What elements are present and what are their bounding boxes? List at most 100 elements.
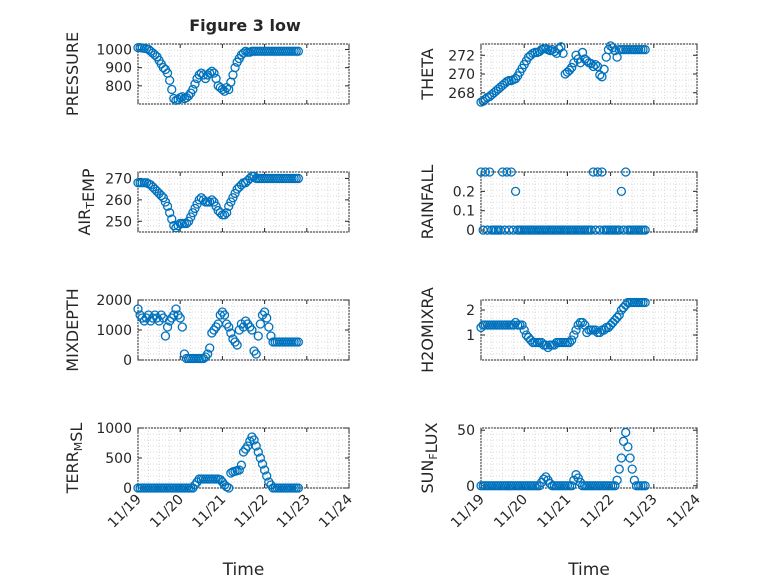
data-point [588,61,598,72]
data-point [188,84,198,95]
data-point [564,337,575,348]
data-point [599,64,609,74]
data-point [162,322,173,332]
chart-panel-3: 0 0.1 0.2 RAINFALL [418,165,698,240]
data-point [224,483,234,493]
y-tick-label: 1 [466,328,475,344]
data-point [610,481,620,491]
data-point [205,68,215,78]
y-tick-label: 0 [466,479,475,495]
data-point [262,471,272,481]
data-point [502,167,512,177]
data-point [209,68,219,78]
y-tick-label: 2 [466,303,475,319]
data-point [517,320,527,330]
data-point [186,212,196,222]
data-point [162,201,173,211]
data-point [253,331,263,341]
data-point [194,195,204,205]
data-point [506,167,516,177]
data-point [221,208,232,218]
data-point [264,322,274,332]
y-tick-label: 0 [123,353,132,369]
data-point [567,481,577,491]
data-point [181,218,192,229]
y-tick-label: 270 [105,171,132,187]
y-tick-label: 2000 [96,293,132,309]
y-tick-label: 0 [466,223,475,239]
data-point [190,79,200,89]
data-point [169,93,179,104]
data-point [234,465,244,475]
data-point [545,478,555,489]
data-point [293,483,304,493]
data-point [164,208,175,218]
data-point [160,197,171,207]
data-point [608,43,618,53]
data-point [551,48,562,59]
data-point [219,310,230,320]
data-point [228,193,238,203]
data-point [623,442,633,452]
data-point [610,45,620,56]
data-point [177,92,187,102]
y-tick-label: 0.2 [453,184,475,200]
y-tick-label: 272 [448,48,475,64]
y-tick-label: 900 [105,61,132,77]
data-point [567,62,577,73]
data-point [236,460,247,470]
data-point [616,186,627,197]
data-point [266,331,276,341]
y-tick-label: 268 [448,86,475,102]
y-tick-label: 250 [105,214,132,230]
data-point [259,307,270,317]
data-point [293,337,304,347]
y-tick-label: 260 [105,193,132,209]
data-point [219,210,230,220]
data-point [207,195,217,205]
data-point [183,91,194,101]
data-point [573,473,583,483]
y-tick-label: 800 [105,79,132,95]
data-point [612,475,622,485]
data-point [558,48,568,59]
data-point [621,167,631,177]
data-point [226,328,236,338]
data-point [238,48,249,58]
data-point [164,75,175,86]
data-point [257,459,268,469]
y-tick-label: 0 [123,481,132,497]
data-point [205,197,215,207]
data-point [259,465,270,475]
chart-panel-2: 250 260 270 AIRTEMP [75,168,350,236]
data-point [640,481,650,491]
data-point [569,330,579,340]
data-point [207,66,217,76]
data-point [262,313,272,323]
data-point [293,46,304,56]
y-tick-label: 1000 [96,42,132,58]
y-tick-label: 500 [105,451,132,467]
data-point [156,190,166,201]
data-point [590,59,601,70]
data-point [621,427,631,438]
data-point [249,435,259,445]
data-point [577,317,588,328]
data-point [614,310,624,320]
x-axis-label: Time [222,560,265,580]
data-point [160,331,171,341]
y-tick-label: 270 [448,67,475,83]
data-point [217,84,228,95]
data-point [538,474,549,484]
chart-panel-0: 800 900 1000 PRESSURE [63,32,350,116]
data-point [510,74,521,84]
data-point [133,304,143,314]
y-axis-label: RAINFALL [418,165,437,240]
data-point [205,343,215,353]
data-point [247,325,257,335]
data-point [167,214,177,224]
data-point [569,475,579,485]
data-point [577,47,588,58]
data-point [226,197,236,207]
data-point [224,201,234,211]
